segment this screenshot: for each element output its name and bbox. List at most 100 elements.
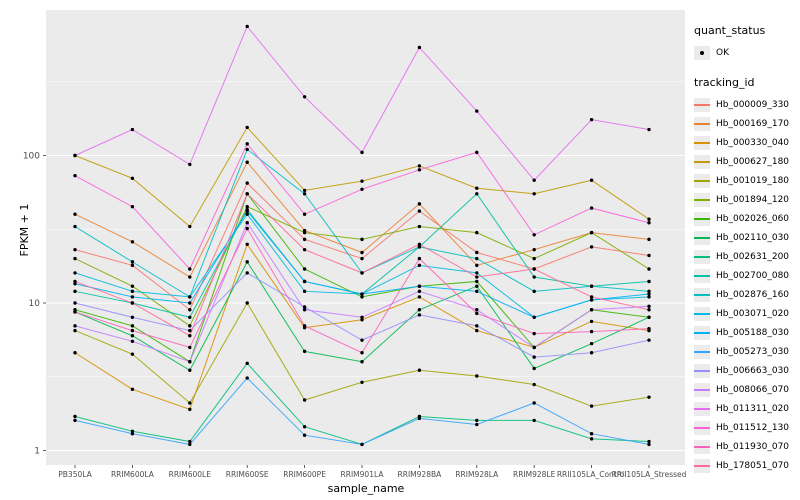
legend-item-label: Hb_011512_130 <box>716 422 790 433</box>
color-line-icon <box>694 275 710 277</box>
data-point <box>73 418 77 423</box>
legend-item: Hb_002631_200 <box>694 247 800 266</box>
data-point <box>475 263 479 268</box>
data-point <box>73 301 77 305</box>
legend-item-label: Hb_011311_020 <box>716 403 790 414</box>
legend-item-label: Hb_002876_160 <box>716 289 790 300</box>
data-point <box>647 439 651 444</box>
data-point <box>245 160 249 164</box>
color-line-icon <box>694 218 710 220</box>
data-point <box>532 289 536 294</box>
data-point <box>417 202 422 206</box>
color-line-icon <box>694 465 710 467</box>
data-point <box>475 418 479 423</box>
data-point <box>130 352 135 356</box>
data-point <box>73 256 77 261</box>
legend-item-label: Hb_008066_070 <box>716 384 790 395</box>
data-point <box>475 328 479 333</box>
line-key-icon <box>694 173 710 188</box>
panel-background <box>46 10 685 465</box>
data-point <box>188 301 192 305</box>
line-key-icon <box>694 382 710 397</box>
color-line-icon <box>694 446 710 448</box>
data-point <box>130 260 135 264</box>
data-point <box>647 326 651 331</box>
legend-item-label: Hb_178051_070 <box>716 460 790 471</box>
data-point <box>647 217 651 221</box>
data-point <box>589 284 594 288</box>
data-point <box>475 150 479 155</box>
line-key-icon <box>694 306 710 321</box>
data-point <box>647 295 651 299</box>
data-point <box>532 345 536 350</box>
legend-quant-status: quant_status OK <box>694 24 800 62</box>
data-point <box>417 164 422 168</box>
data-point <box>360 237 364 242</box>
x-tick-label: RRIM901LA <box>341 470 385 479</box>
data-point <box>475 311 479 316</box>
data-point <box>73 247 77 252</box>
data-point <box>475 109 479 113</box>
data-point <box>130 240 135 244</box>
data-point <box>188 368 192 372</box>
data-point <box>532 331 536 336</box>
legend-item-label: Hb_000627_180 <box>716 156 790 167</box>
data-point <box>130 431 135 436</box>
line-key-icon <box>694 97 710 112</box>
data-point <box>417 313 422 317</box>
data-point <box>417 284 422 288</box>
data-point <box>245 142 249 146</box>
data-point <box>589 117 594 122</box>
legend-item: Hb_001019_180 <box>694 171 800 190</box>
x-tick-label: RRIM600SE <box>226 470 269 479</box>
legend-item-label: Hb_002110_030 <box>716 232 790 243</box>
data-point <box>245 181 249 185</box>
color-line-icon <box>694 180 710 182</box>
data-point <box>532 178 536 182</box>
legend-item-label: Hb_006663_030 <box>716 365 790 376</box>
data-point <box>475 250 479 255</box>
data-point <box>647 267 651 271</box>
data-point <box>130 339 135 343</box>
legend-item-label: Hb_001894_120 <box>716 194 790 205</box>
y-tick-label: 10 <box>29 299 41 309</box>
legend-item: Hb_000330_040 <box>694 133 800 152</box>
data-point <box>188 224 192 229</box>
data-point <box>532 366 536 371</box>
data-point <box>188 315 192 319</box>
data-point <box>245 242 249 247</box>
color-line-icon <box>694 123 710 125</box>
data-point <box>475 374 479 378</box>
data-point <box>647 442 651 447</box>
line-key-icon <box>694 439 710 454</box>
data-point <box>130 127 135 132</box>
data-point <box>130 263 135 268</box>
color-line-icon <box>694 199 710 201</box>
data-point <box>417 368 422 372</box>
legend-item: Hb_000009_330 <box>694 95 800 114</box>
data-point <box>73 271 77 275</box>
data-point <box>130 295 135 299</box>
legend-item: Hb_002700_080 <box>694 266 800 285</box>
data-point <box>130 324 135 328</box>
legend-item-label: OK <box>716 47 729 58</box>
y-tick-label: 100 <box>23 152 40 162</box>
legend-item-ok: OK <box>694 43 800 62</box>
data-point <box>245 221 249 225</box>
data-point <box>188 275 192 279</box>
data-point <box>302 308 307 312</box>
color-line-icon <box>694 351 710 353</box>
data-point <box>302 247 307 252</box>
data-point <box>245 204 249 209</box>
data-point <box>188 407 192 412</box>
data-point <box>589 308 594 312</box>
point-key-icon <box>694 45 710 60</box>
legend-tracking-id-title: tracking_id <box>694 76 755 89</box>
data-point <box>245 209 249 213</box>
legend-item: Hb_011512_130 <box>694 418 800 437</box>
data-point <box>130 176 135 181</box>
data-point <box>589 351 594 355</box>
data-point <box>188 267 192 271</box>
line-key-icon <box>694 401 710 416</box>
